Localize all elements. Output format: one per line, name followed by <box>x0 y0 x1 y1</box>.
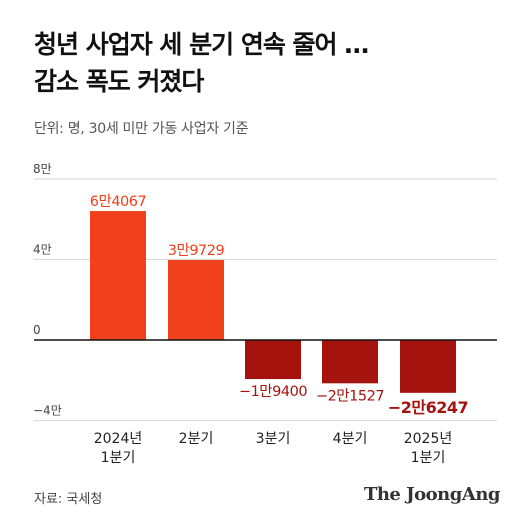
x-category-label: 2024년 <box>94 431 143 447</box>
x-category-label: 2분기 <box>179 431 214 447</box>
y-tick-label: −4만 <box>33 404 62 418</box>
source-note: 자료: 국세청 <box>34 492 103 507</box>
y-tick-label: 8만 <box>33 162 52 176</box>
x-category-label: 1분기 <box>411 450 446 466</box>
bar <box>322 340 378 384</box>
bar-value-label: 6만4067 <box>90 193 146 210</box>
x-category-label: 2025년 <box>404 431 453 447</box>
bar <box>245 340 301 380</box>
bar-value-label: −1만9400 <box>239 383 307 400</box>
x-category-label: 3분기 <box>256 431 291 447</box>
unit-note: 단위: 명, 30세 미만 가동 사업자 기준 <box>34 121 249 137</box>
bar <box>90 211 146 340</box>
x-category-label: 1분기 <box>101 450 136 466</box>
title-line-2: 감소 폭도 커졌다 <box>34 67 204 96</box>
y-tick-label: 0 <box>33 323 41 337</box>
bar-value-label: −2만1527 <box>316 387 384 404</box>
chart-title: 청년 사업자 세 분기 연속 줄어 … 감소 폭도 커졌다 <box>34 26 369 100</box>
bar <box>400 340 456 393</box>
bar-value-label: −2만6247 <box>388 398 468 417</box>
title-line-1: 청년 사업자 세 분기 연속 줄어 … <box>34 30 369 59</box>
publisher-logo: The JoongAng <box>363 484 501 505</box>
y-tick-label: 4만 <box>33 243 52 257</box>
bar <box>168 260 224 340</box>
x-category-label: 4분기 <box>333 431 368 447</box>
bar-value-label: 3만9729 <box>168 242 225 259</box>
